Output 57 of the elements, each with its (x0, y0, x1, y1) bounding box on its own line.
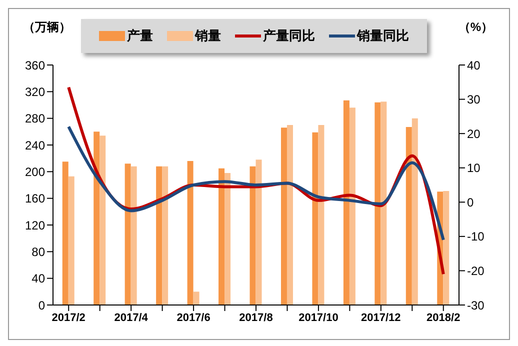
y-tick-label: 0 (38, 298, 46, 312)
legend-label: 销量同比 (356, 27, 409, 45)
bar (100, 136, 106, 305)
x-tick-label: 2018/2 (426, 312, 460, 324)
y-tick-label: 120 (24, 218, 46, 232)
bar (193, 292, 200, 305)
x-tick-label: 2017/8 (239, 312, 273, 324)
y2-tick-label: 0 (467, 195, 474, 210)
y2-tick-label: -20 (467, 264, 485, 278)
y-tick-label: 360 (24, 58, 46, 72)
bar (380, 102, 387, 305)
x-tick-label: 2017/2 (52, 312, 86, 324)
legend-label: 产量同比 (262, 27, 315, 45)
x-tick-label: 2017/4 (114, 312, 149, 324)
bar (218, 168, 225, 305)
y-tick-label: 160 (24, 192, 46, 206)
y2-tick-label: 10 (467, 161, 481, 176)
bar (62, 162, 68, 305)
bar (406, 127, 412, 305)
bar (130, 166, 137, 305)
x-tick-label: 2017/10 (298, 312, 338, 324)
x-tick-label: 2017/6 (176, 312, 210, 324)
bar (256, 160, 262, 305)
bar (124, 164, 131, 305)
y-tick-label: 240 (24, 138, 46, 152)
bar (280, 128, 287, 305)
y2-tick-label: -10 (467, 230, 485, 244)
y-tick-label: 280 (24, 112, 46, 126)
bar (443, 191, 450, 305)
bar (412, 118, 418, 305)
y-tick-label: 40 (32, 272, 46, 286)
x-tick-label: 2017/12 (361, 312, 401, 324)
y2-tick-label: 40 (467, 58, 481, 72)
legend-label: 产量 (126, 27, 153, 45)
bar (68, 176, 74, 305)
bar (156, 166, 162, 305)
legend-label: 销量 (194, 27, 221, 45)
bar (286, 125, 293, 305)
line-series (67, 125, 445, 242)
y-tick-label: 80 (32, 244, 46, 259)
bar (349, 108, 356, 305)
bar (94, 132, 100, 305)
bar (343, 100, 350, 305)
y-tick-label: 320 (24, 84, 46, 99)
y-tick-label: 200 (24, 164, 46, 179)
y2-tick-label: 30 (467, 92, 481, 107)
bar (187, 161, 194, 305)
y2-tick-label: -30 (467, 298, 485, 312)
bar (318, 125, 324, 305)
bar (250, 166, 256, 305)
y2-tick-label: 20 (467, 126, 481, 141)
bar (162, 166, 168, 305)
y-axis-title: （万辆） (23, 19, 71, 36)
bar (312, 132, 318, 305)
bar (374, 102, 381, 305)
bar (224, 173, 231, 305)
y2-axis-title: （%） (458, 19, 493, 36)
